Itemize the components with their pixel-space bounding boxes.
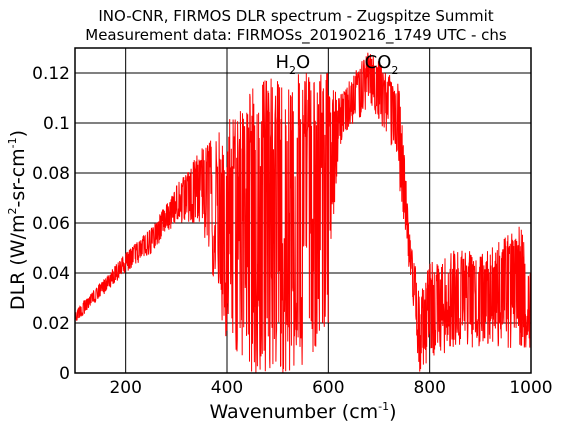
x-tick-label: 400 xyxy=(211,378,243,398)
x-axis-label: Wavenumber (cm-1) xyxy=(209,400,396,423)
y-tick-label: 0.06 xyxy=(32,214,70,234)
molecule-annotation: H2O xyxy=(276,52,311,77)
y-tick-label: 0 xyxy=(59,364,70,384)
x-tick-label: 1000 xyxy=(509,378,552,398)
y-tick-label: 0.12 xyxy=(32,64,70,84)
y-tick-label: 0.08 xyxy=(32,164,70,184)
ticks: 200 400 600 800 1000 0 0.02 0.04 0.06 0.08 0.1 0.12 xyxy=(32,64,552,398)
spectrum-line xyxy=(75,52,531,373)
x-tick-label: 600 xyxy=(312,378,344,398)
data-area xyxy=(75,52,531,373)
y-axis-label: DLR (W/m2-sr-cm-1) xyxy=(6,130,29,310)
x-tick-label: 200 xyxy=(109,378,141,398)
x-tick-label: 800 xyxy=(413,378,445,398)
chart-title: INO-CNR, FIRMOS DLR spectrum - Zugspitze… xyxy=(98,7,493,25)
molecule-annotation: CO2 xyxy=(365,52,399,77)
y-tick-label: 0.1 xyxy=(43,114,70,134)
chart-subtitle: Measurement data: FIRMOSs_20190216_1749 … xyxy=(85,26,507,45)
y-tick-label: 0.04 xyxy=(32,264,70,284)
plot-frame xyxy=(74,47,532,374)
y-tick-label: 0.02 xyxy=(32,314,70,334)
annotations: H2O CO2 xyxy=(276,52,399,77)
